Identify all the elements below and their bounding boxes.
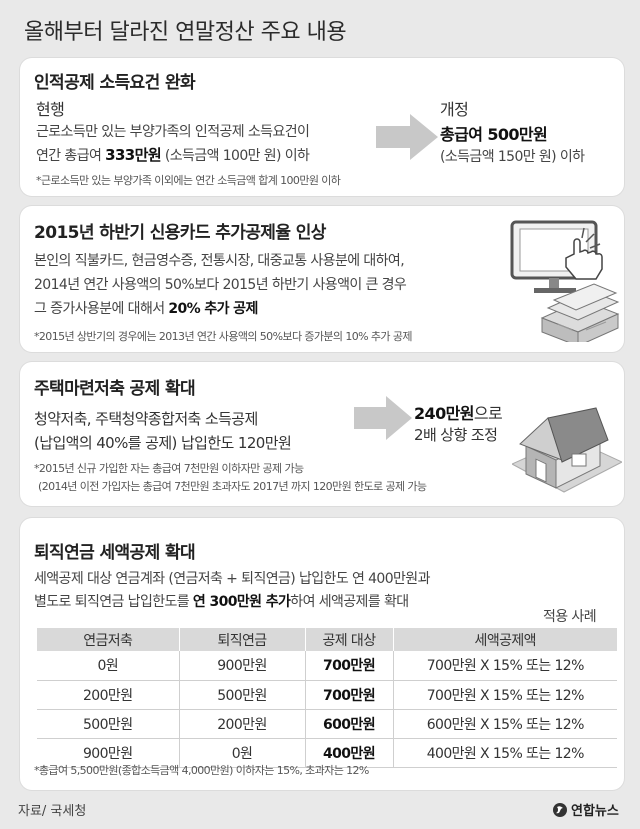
table-row: 0원 900만원 700만원 700만원 X 15% 또는 12% [37,651,617,681]
yonhap-logo-text: 연합뉴스 [571,804,619,819]
before-line-2-post: (소득금액 100만 원) 이하 [161,148,310,164]
section-note-2: (2014년 이전 가입자는 총급여 7천만원 초과자도 2017년 까지 12… [38,480,427,493]
before-line-1: 근로소득만 있는 부양가족의 인적공제 소득요건이 [36,124,310,140]
page-title: 올해부터 달라진 연말정산 주요 내용 [24,20,347,45]
before-line-2-pre: 연간 총급여 [36,148,106,164]
table-header: 퇴직연금 [179,628,306,651]
section-heading: 2015년 하반기 신용카드 추가공제율 인상 [34,223,326,243]
house-icon [512,407,622,493]
section-note: *총급여 5,500만원(종합소득금액 4,000만원) 이하자는 15%, 초… [34,764,369,777]
after-post: 으로 [473,404,503,423]
before-line-2-bold: 333만원 [105,146,162,164]
table-cell: 500만원 [179,680,306,710]
monitor-with-money-icon [510,220,620,342]
table-cell: 700만원 X 15% 또는 12% [393,651,617,681]
table-header-row: 연금저축 퇴직연금 공제 대상 세액공제액 [37,628,617,651]
table-cell: 900만원 [37,738,180,768]
after-bold-text: 총급여 500만원 [440,125,548,144]
section-heading: 인적공제 소득요건 완화 [34,73,196,93]
table-row: 900만원 0원 400만원 400만원 X 15% 또는 12% [37,738,617,768]
section-heading: 주택마련저축 공제 확대 [34,379,196,399]
deduction-table: 연금저축 퇴직연금 공제 대상 세액공제액 0원 900만원 700만원 700… [37,628,617,768]
table-row: 200만원 500만원 700만원 700만원 X 15% 또는 12% [37,680,617,710]
table-cell: 600만원 X 15% 또는 12% [393,709,617,739]
body-line-2-post: 하여 세액공제를 확대 [290,594,409,610]
section-note: *근로소득만 있는 부양가족 이외에는 연간 소득금액 합계 100만원 이하 [36,174,341,187]
card-credit-card: 2015년 하반기 신용카드 추가공제율 인상 본인의 직불카드, 현금영수증,… [20,206,624,352]
after-bold: 240만원 [414,404,474,423]
body-line-3-bold: 20% 추가 공제 [168,301,258,317]
card-housing-savings: 주택마련저축 공제 확대 청약저축, 주택청약종합저축 소득공제 (납입액의 4… [20,362,624,506]
table-cell: 600만원 [305,709,394,739]
body-line-1: 청약저축, 주택청약종합저축 소득공제 [34,410,258,428]
body-line-3-pre: 그 증가사용분에 대해서 [34,301,169,317]
before-label: 현행 [36,100,65,119]
after-bold: 총급여 500만원 [440,121,548,145]
body-line-2-bold: 연 300만원 추가 [192,594,291,610]
body-line-3: 그 증가사용분에 대해서 20% 추가 공제 [34,298,258,318]
card-retirement-pension: 퇴직연금 세액공제 확대 세액공제 대상 연금계좌 (연금저축 + 퇴직연금) … [20,518,624,790]
table-cell: 0원 [179,738,306,768]
table-cell: 0원 [37,651,180,681]
after-label: 개정 [440,100,469,119]
table-cell: 700만원 X 15% 또는 12% [393,680,617,710]
table-cell: 400만원 [305,738,394,768]
body-line-2: 별도로 퇴직연금 납입한도를 연 300만원 추가하여 세액공제를 확대 [34,591,409,611]
right-arrow-icon [354,396,412,440]
body-line-2-pre: 별도로 퇴직연금 납입한도를 [34,594,193,610]
after-line-2: 2배 상향 조정 [414,426,498,444]
table-cell: 900만원 [179,651,306,681]
after-sub: (소득금액 150만 원) 이하 [440,149,585,165]
source-credit: 자료/ 국세청 [18,804,87,819]
body-line-1: 세액공제 대상 연금계좌 (연금저축 + 퇴직연금) 납입한도 연 400만원과 [34,571,430,587]
section-heading: 퇴직연금 세액공제 확대 [34,543,196,563]
table-cell: 200만원 [179,709,306,739]
table-cell: 700만원 [305,680,394,710]
card-personal-deduction: 인적공제 소득요건 완화 현행 근로소득만 있는 부양가족의 인적공제 소득요건… [20,58,624,196]
table-caption: 적용 사례 [543,609,597,625]
section-note: *2015년 상반기의 경우에는 2013년 연간 사용액의 50%보다 증가분… [34,330,412,343]
table-header: 연금저축 [37,628,180,651]
yonhap-logo-icon [553,802,567,817]
right-arrow-icon [376,114,438,160]
body-line-1: 본인의 직불카드, 현금영수증, 전통시장, 대중교통 사용분에 대하여, [34,253,405,269]
table-cell: 700만원 [305,651,394,681]
table-cell: 200만원 [37,680,180,710]
table-header: 세액공제액 [393,628,617,651]
body-line-2: 2014년 연간 사용액의 50%보다 2015년 하반기 사용액이 큰 경우 [34,277,407,293]
table-cell: 500만원 [37,709,180,739]
section-note-1: *2015년 신규 가입한 자는 총급여 7천만원 이하자만 공제 가능 [34,462,304,475]
after-line-1: 240만원으로 [414,400,503,424]
before-line-2: 연간 총급여 333만원 (소득금액 100만 원) 이하 [36,144,310,165]
body-line-2: (납입액의 40%를 공제) 납입한도 120만원 [34,434,292,452]
table-header: 공제 대상 [305,628,394,651]
table-cell: 400만원 X 15% 또는 12% [393,738,617,768]
yonhap-logo: 연합뉴스 [552,800,619,819]
table-row: 500만원 200만원 600만원 600만원 X 15% 또는 12% [37,709,617,739]
